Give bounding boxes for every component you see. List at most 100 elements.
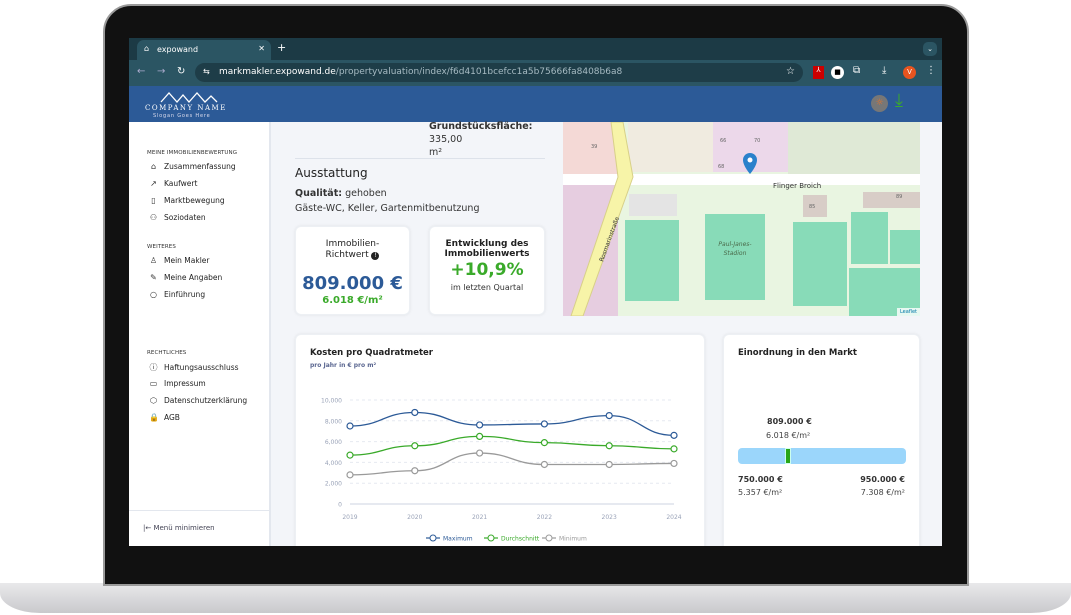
market-title: Einordnung in den Markt [738,348,857,358]
series-line-minimum [349,452,675,476]
extension-icon[interactable]: ■ [831,66,844,79]
map-street-label: Flinger Broich [773,182,821,190]
property-map[interactable]: Flinger Broich Rosmarinstraße Paul-Janes… [563,122,920,316]
data-point [605,460,613,469]
sidebar-item-label: Kaufwert [164,179,198,188]
map-icon: ▯ [151,196,156,205]
pdf-extension-icon[interactable]: ⅄ [813,66,824,79]
back-icon[interactable]: ← [137,66,146,77]
sidebar-item-marktbewegung[interactable]: ▯ Marktbewegung [149,196,224,205]
sidebar-item-impressum[interactable]: ▭ Impressum [149,379,206,388]
sidebar-item-label: Meine Angaben [164,273,223,282]
sidebar-item-meinmakler[interactable]: ♙ Mein Makler [149,256,210,265]
data-point [670,445,678,453]
market-min-sqm: 5.357 €/m² [738,488,783,497]
laptop-base [0,583,1071,613]
data-point [411,442,419,450]
download-icon[interactable]: ⤓ [895,90,903,111]
chat-icon: ○ [150,290,157,299]
data-point [605,411,613,420]
minimize-menu-button[interactable]: |← Menü minimieren [143,524,215,532]
user-icon: ♙ [149,256,158,265]
legend-marker [545,534,553,542]
sidebar-item-label: Zusammenfassung [164,162,236,171]
plot-area-detail: Grundstücksfläche: 335,00 m² [429,121,533,158]
entwicklung-value: +10,9% [450,260,524,280]
tab-search-icon[interactable]: ⌄ [923,42,937,56]
leaflet-attribution[interactable]: Leaflet [896,308,920,316]
sidebar-item-label: Einführung [164,290,206,299]
market-max-sqm: 7.308 €/m² [860,488,905,497]
profile-avatar[interactable]: V [903,66,916,79]
x-tick-label: 2022 [537,514,552,521]
close-tab-icon[interactable]: ✕ [258,44,265,53]
sidebar-item-datenschutzerklrung[interactable]: ⬡ Datenschutzerklärung [149,396,247,405]
url-host: markmakler.expowand.de [219,67,336,77]
map-stadium-label1: Paul-Janes- [718,241,751,248]
svg-text:66: 66 [720,138,726,144]
features-line: Gäste-WC, Keller, Gartenmitbenutzung [295,203,480,214]
bookmark-star-icon[interactable]: ☆ [786,66,795,77]
info-icon[interactable]: ! [371,252,380,260]
extensions-puzzle-icon[interactable]: ⧉ [853,65,861,76]
x-tick-label: 2024 [666,514,681,521]
richtwert-per-sqm: 6.018 €/m² [322,295,383,306]
richtwert-price: 809.000 € [302,273,403,294]
divider [295,158,545,159]
cost-chart-card: Kosten pro Quadratmeter pro Jahr in € pr… [295,334,705,546]
y-tick-label: 6,000 [325,439,342,446]
collapse-arrow-icon: |← [143,524,154,532]
browser-tab[interactable]: ⌂ expowand ✕ [137,40,271,60]
data-point [540,460,548,469]
data-point [411,467,419,475]
menu-kebab-icon[interactable]: ⋮ [926,65,936,76]
lock-icon: 🔒 [149,413,159,422]
sidebar-section-title: WEITERES [147,244,176,250]
minimize-label: Menü minimieren [153,524,215,532]
theme-sun-icon[interactable]: ☼ [871,95,888,112]
series-line-durchschnitt [349,435,675,456]
svg-text:70: 70 [754,138,760,144]
sidebar-item-soziodaten[interactable]: ⚇ Soziodaten [149,213,206,222]
sidebar-item-label: Mein Makler [164,256,210,265]
app-header: COMPANY NAME Slogan Goes Here ☼ ⤓ [129,86,942,122]
sidebar-item-zusammenfassung[interactable]: ⌂ Zusammenfassung [149,162,236,171]
sidebar-item-label: AGB [164,413,180,422]
data-point [476,432,484,441]
url-field[interactable]: ⇆ markmakler.expowand.de/propertyvaluati… [195,63,803,82]
sidebar-item-meineangaben[interactable]: ✎ Meine Angaben [149,273,222,282]
entwicklung-card: Entwicklung des Immobilienwerts +10,9% im… [429,226,545,315]
sidebar-item-kaufwert[interactable]: ↗ Kaufwert [149,179,197,188]
line-chart: 0 2,000 4,000 6,000 8,000 10,000 2019 2020 2021 2… [321,398,682,543]
legend-marker [429,534,437,542]
data-point [540,439,548,447]
entwicklung-title: Entwicklung des Immobilienwerts [444,239,530,259]
sidebar: MEINE IMMOBILIENBEWERTUNG ⌂ Zusammenfassun… [129,122,271,546]
site-info-icon[interactable]: ⇆ [203,67,210,76]
market-range-bar [738,448,906,464]
downloads-icon[interactable]: ⤓ [882,65,887,76]
forward-icon[interactable]: → [157,66,166,77]
svg-text:85: 85 [809,204,815,210]
sidebar-item-label: Soziodaten [164,213,206,222]
sidebar-item-einfhrung[interactable]: ○ Einführung [149,290,205,299]
screen: ⌂ expowand ✕ + ⌄ ← → ↻ ⇆ markmakler.expo… [129,38,942,546]
map-stadium-label2: Stadion [724,250,747,257]
sidebar-item-agb[interactable]: 🔒 AGB [149,413,180,422]
sidebar-item-label: Haftungsausschluss [164,363,239,372]
entwicklung-period: im letzten Quartal [450,283,524,292]
market-position-marker [784,448,791,464]
new-tab-icon[interactable]: + [277,41,287,54]
home-favicon-icon: ⌂ [144,44,150,53]
richtwert-title: Immobilien- Richtwert ! [325,239,380,260]
market-current-price: 809.000 € [767,417,812,426]
sidebar-item-haftungsausschluss[interactable]: ⓘ Haftungsausschluss [149,362,239,373]
y-tick-label: 4,000 [325,460,342,467]
location-pin-icon [743,153,757,174]
data-point [476,421,484,429]
market-min-price: 750.000 € [738,475,783,484]
sidebar-section-title: MEINE IMMOBILIENBEWERTUNG [147,150,238,156]
data-point [346,422,354,430]
data-point [346,471,354,479]
reload-icon[interactable]: ↻ [177,66,186,77]
